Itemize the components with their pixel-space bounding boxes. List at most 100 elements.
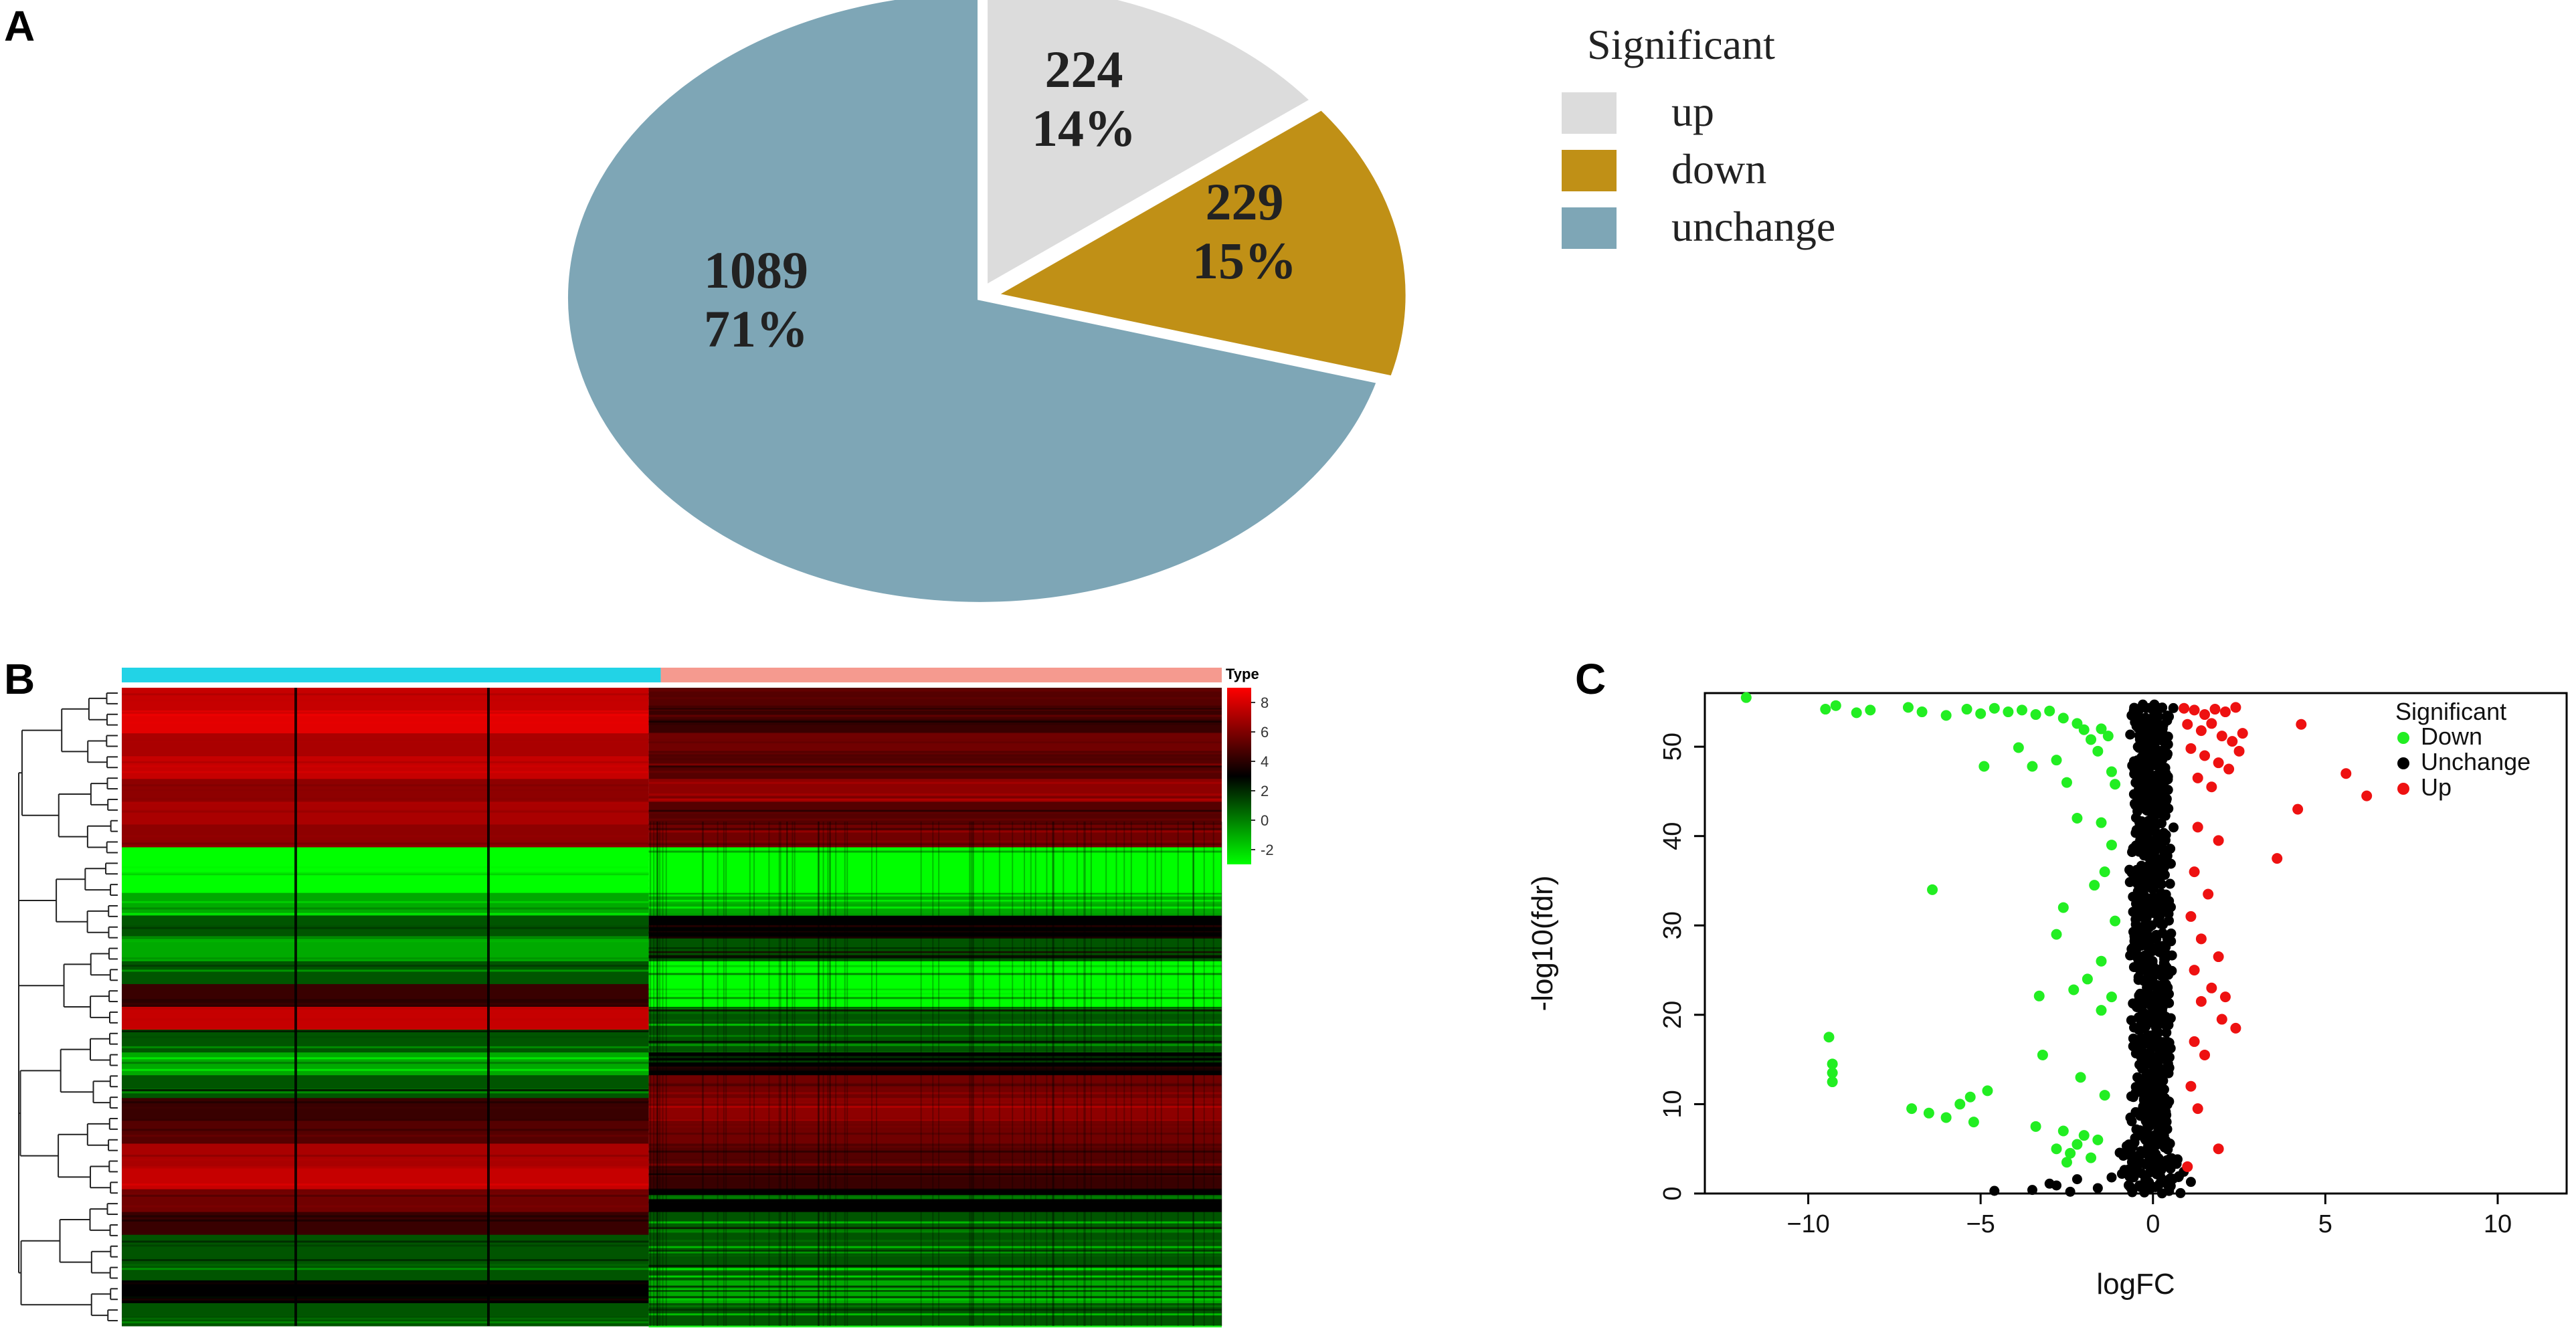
point-up xyxy=(2213,1143,2224,1155)
heatmap-stripe xyxy=(122,1145,649,1148)
colorbar xyxy=(1227,688,1251,864)
point-down xyxy=(2061,1157,2072,1168)
heatmap-speckle xyxy=(786,822,788,1326)
point-up xyxy=(2209,704,2221,715)
point-down xyxy=(2099,866,2110,878)
heatmap-speckle xyxy=(779,822,781,1326)
point-down xyxy=(2016,704,2027,716)
heatmap-stripe xyxy=(648,886,1222,889)
heatmap-speckle xyxy=(1090,822,1092,1326)
point-unchange xyxy=(2138,771,2148,781)
heatmap-stripe xyxy=(122,1057,649,1060)
heatmap-stripe xyxy=(648,1051,1222,1054)
point-up xyxy=(2230,1022,2241,1034)
point-unchange xyxy=(2132,741,2143,752)
point-up xyxy=(2206,781,2217,793)
heatmap-stripe xyxy=(122,1264,649,1266)
heatmap-stripe xyxy=(648,798,1222,801)
heatmap-speckle xyxy=(1063,822,1065,1326)
pie-label-percent-unchange: 71% xyxy=(704,300,808,358)
y-tick-label: 20 xyxy=(1659,1001,1687,1029)
point-unchange xyxy=(2153,1158,2164,1169)
volcano-plot: −10 −5 0 5 10 0 10 20 30 40 50 logFC -log10(fdr) Sig… xyxy=(1526,692,2568,1301)
heatmap-stripe xyxy=(122,965,649,967)
heatmap-stripe xyxy=(122,870,649,872)
point-up xyxy=(2216,1014,2227,1025)
y-tick-label: 40 xyxy=(1659,822,1687,850)
heatmap-stripe xyxy=(648,1008,1222,1010)
point-down xyxy=(1964,1091,1976,1103)
heatmap-stripe xyxy=(648,1195,1222,1198)
heatmap-speckle xyxy=(749,822,751,1326)
point-unchange xyxy=(2165,858,2176,869)
heatmap-stripe xyxy=(122,771,649,773)
x-tick-label: −10 xyxy=(1786,1210,1829,1238)
point-unchange xyxy=(2153,1066,2164,1077)
point-down xyxy=(2096,955,2107,967)
point-down xyxy=(2057,712,2069,724)
heatmap-stripe xyxy=(648,714,1222,717)
heatmap-stripe xyxy=(648,907,1222,909)
heatmap-stripe xyxy=(648,1066,1222,1069)
point-down xyxy=(1968,1117,1979,1128)
heatmap-stripe xyxy=(122,1244,649,1247)
point-unchange xyxy=(2162,710,2173,721)
point-unchange xyxy=(2130,1133,2140,1143)
heatmap-stripe xyxy=(648,765,1222,768)
heatmap-stripe xyxy=(648,1092,1222,1094)
heatmap-stripe xyxy=(648,848,1222,851)
heatmap-stripe xyxy=(648,1228,1222,1231)
point-unchange xyxy=(2154,945,2165,955)
heatmap-speckle xyxy=(829,822,831,1326)
heatmap-stripe xyxy=(122,1036,649,1038)
point-unchange xyxy=(2156,894,2167,904)
heatmap-stripe xyxy=(122,714,649,717)
point-down xyxy=(1827,1058,1838,1070)
heatmap-stripe xyxy=(648,1298,1222,1301)
point-unchange xyxy=(2132,1002,2142,1013)
pie-slice-up xyxy=(982,0,1318,293)
heatmap-stripe xyxy=(122,1119,649,1121)
heatmap-stripe xyxy=(648,1309,1222,1311)
heatmap-speckle xyxy=(827,822,829,1326)
point-unchange xyxy=(2140,1060,2151,1070)
heatmap-block-group1 xyxy=(122,961,649,985)
pie-slice-down xyxy=(986,104,1411,382)
heatmap-stripe xyxy=(122,1101,649,1104)
heatmap-stripe xyxy=(648,1087,1222,1090)
heatmap-speckle xyxy=(725,822,727,1326)
point-down xyxy=(1923,1107,1934,1119)
heatmap-stripe xyxy=(122,842,649,845)
point-down xyxy=(1916,706,1928,718)
point-down xyxy=(1954,1099,1966,1110)
heatmap-stripe xyxy=(122,1129,649,1131)
heatmap-stripe xyxy=(122,925,649,928)
point-down xyxy=(2096,723,2107,735)
point-up xyxy=(2227,736,2238,747)
heatmap-stripe xyxy=(122,1155,649,1157)
point-down xyxy=(2092,1134,2104,1145)
x-tick-label: 10 xyxy=(2484,1210,2512,1238)
colorbar-tick-label: -2 xyxy=(1261,842,1274,858)
point-unchange xyxy=(2139,1187,2150,1198)
point-up xyxy=(2233,745,2245,757)
heatmap-speckle xyxy=(972,822,974,1326)
point-down xyxy=(2057,1125,2069,1137)
heatmap-speckle xyxy=(969,822,971,1326)
heatmap-block-group1 xyxy=(122,892,649,917)
y-tick-label: 10 xyxy=(1659,1090,1687,1118)
point-up xyxy=(2213,835,2224,846)
heatmap-speckle xyxy=(768,822,770,1326)
heatmap-speckle xyxy=(1012,822,1014,1326)
heatmap-stripe xyxy=(648,913,1222,916)
heatmap-stripe xyxy=(122,1030,649,1033)
heatmap-speckle xyxy=(1193,822,1195,1326)
heatmap-stripe xyxy=(122,693,649,696)
heatmap-stripe xyxy=(648,858,1222,861)
heatmap-stripe xyxy=(648,900,1222,902)
point-up xyxy=(2219,991,2231,1003)
point-unchange xyxy=(2140,901,2150,912)
heatmap-stripe xyxy=(122,866,649,868)
heatmap-speckle xyxy=(818,822,820,1326)
point-unchange xyxy=(2152,994,2163,1005)
